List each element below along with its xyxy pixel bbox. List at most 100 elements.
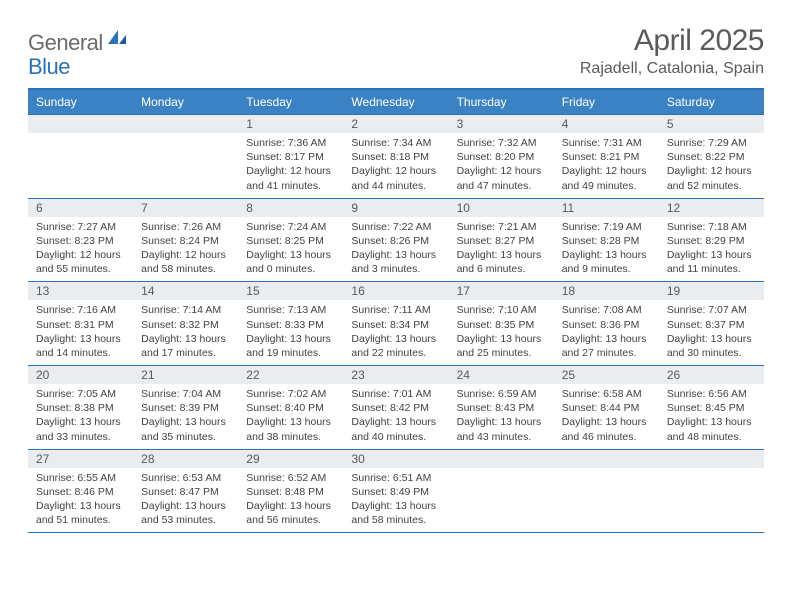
- day-cell: 30Sunrise: 6:51 AMSunset: 8:49 PMDayligh…: [343, 449, 448, 533]
- sunrise-text: Sunrise: 6:58 AM: [562, 387, 651, 401]
- daylight-text-2: and 22 minutes.: [351, 346, 440, 360]
- sunrise-text: Sunrise: 7:32 AM: [457, 136, 546, 150]
- day-body: Sunrise: 6:55 AMSunset: 8:46 PMDaylight:…: [28, 471, 133, 533]
- sunrise-text: Sunrise: 7:18 AM: [667, 220, 756, 234]
- daylight-text-2: and 43 minutes.: [457, 430, 546, 444]
- daylight-text-2: and 55 minutes.: [36, 262, 125, 276]
- day-number: 27: [28, 450, 133, 468]
- daylight-text-2: and 46 minutes.: [562, 430, 651, 444]
- day-number: 21: [133, 366, 238, 384]
- day-number: 2: [343, 115, 448, 133]
- day-number-empty: [554, 450, 659, 468]
- daylight-text-2: and 49 minutes.: [562, 179, 651, 193]
- daylight-text-1: Daylight: 13 hours: [246, 415, 335, 429]
- day-body: Sunrise: 7:13 AMSunset: 8:33 PMDaylight:…: [238, 303, 343, 365]
- dayhead-sun: Sunday: [28, 89, 133, 115]
- daylight-text-2: and 52 minutes.: [667, 179, 756, 193]
- calendar-page: General April 2025 Rajadell, Catalonia, …: [0, 0, 792, 553]
- day-number-empty: [449, 450, 554, 468]
- logo-sail-icon: [106, 28, 128, 51]
- sunset-text: Sunset: 8:31 PM: [36, 318, 125, 332]
- sunrise-text: Sunrise: 6:55 AM: [36, 471, 125, 485]
- sunset-text: Sunset: 8:24 PM: [141, 234, 230, 248]
- day-number: 12: [659, 199, 764, 217]
- day-cell: 28Sunrise: 6:53 AMSunset: 8:47 PMDayligh…: [133, 449, 238, 533]
- daylight-text-2: and 56 minutes.: [246, 513, 335, 527]
- sunrise-text: Sunrise: 7:16 AM: [36, 303, 125, 317]
- day-cell: 19Sunrise: 7:07 AMSunset: 8:37 PMDayligh…: [659, 282, 764, 366]
- day-number: 3: [449, 115, 554, 133]
- day-number-empty: [28, 115, 133, 133]
- day-cell: 21 Sunrise: 7:04 AMSunset: 8:39 PMDayligh…: [133, 366, 238, 450]
- sunset-text: Sunset: 8:18 PM: [351, 150, 440, 164]
- daylight-text-1: Daylight: 13 hours: [246, 499, 335, 513]
- day-body: Sunrise: 7:05 AMSunset: 8:38 PMDaylight:…: [28, 387, 133, 449]
- day-body: Sunrise: 7:22 AMSunset: 8:26 PMDaylight:…: [343, 220, 448, 282]
- daylight-text-2: and 35 minutes.: [141, 430, 230, 444]
- day-body: Sunrise: 6:51 AMSunset: 8:49 PMDaylight:…: [343, 471, 448, 533]
- day-body: Sunrise: 7:19 AMSunset: 8:28 PMDaylight:…: [554, 220, 659, 282]
- day-cell: 10Sunrise: 7:21 AMSunset: 8:27 PMDayligh…: [449, 198, 554, 282]
- daylight-text-1: Daylight: 13 hours: [351, 248, 440, 262]
- daylight-text-1: Daylight: 13 hours: [246, 248, 335, 262]
- day-number: 22: [238, 366, 343, 384]
- sunset-text: Sunset: 8:46 PM: [36, 485, 125, 499]
- daylight-text-2: and 58 minutes.: [351, 513, 440, 527]
- day-number: 1: [238, 115, 343, 133]
- day-cell: 20Sunrise: 7:05 AMSunset: 8:38 PMDayligh…: [28, 366, 133, 450]
- day-cell: 23Sunrise: 7:01 AMSunset: 8:42 PMDayligh…: [343, 366, 448, 450]
- sunrise-text: Sunrise: 7:24 AM: [246, 220, 335, 234]
- day-body: Sunrise: 7:04 AMSunset: 8:39 PMDaylight:…: [133, 387, 238, 449]
- day-body: Sunrise: 7:21 AMSunset: 8:27 PMDaylight:…: [449, 220, 554, 282]
- week-row: 13Sunrise: 7:16 AMSunset: 8:31 PMDayligh…: [28, 282, 764, 366]
- sunrise-text: Sunrise: 7:31 AM: [562, 136, 651, 150]
- daylight-text-1: Daylight: 13 hours: [457, 415, 546, 429]
- day-number: 19: [659, 282, 764, 300]
- day-number: 16: [343, 282, 448, 300]
- day-cell: 7Sunrise: 7:26 AMSunset: 8:24 PMDaylight…: [133, 198, 238, 282]
- sunrise-text: Sunrise: 7:13 AM: [246, 303, 335, 317]
- week-row: 27Sunrise: 6:55 AMSunset: 8:46 PMDayligh…: [28, 449, 764, 533]
- day-cell: 26Sunrise: 6:56 AMSunset: 8:45 PMDayligh…: [659, 366, 764, 450]
- daylight-text-1: Daylight: 13 hours: [667, 248, 756, 262]
- sunset-text: Sunset: 8:27 PM: [457, 234, 546, 248]
- day-number: 23: [343, 366, 448, 384]
- day-number: 15: [238, 282, 343, 300]
- daylight-text-2: and 58 minutes.: [141, 262, 230, 276]
- daylight-text-2: and 30 minutes.: [667, 346, 756, 360]
- daylight-text-2: and 6 minutes.: [457, 262, 546, 276]
- dayhead-thu: Thursday: [449, 89, 554, 115]
- daylight-text-1: Daylight: 12 hours: [351, 164, 440, 178]
- day-cell: 8Sunrise: 7:24 AMSunset: 8:25 PMDaylight…: [238, 198, 343, 282]
- sunset-text: Sunset: 8:49 PM: [351, 485, 440, 499]
- day-number: 11: [554, 199, 659, 217]
- daylight-text-1: Daylight: 13 hours: [246, 332, 335, 346]
- daylight-text-2: and 27 minutes.: [562, 346, 651, 360]
- day-body: Sunrise: 6:56 AMSunset: 8:45 PMDaylight:…: [659, 387, 764, 449]
- daylight-text-2: and 0 minutes.: [246, 262, 335, 276]
- day-cell: [449, 449, 554, 533]
- day-cell: [554, 449, 659, 533]
- day-body: Sunrise: 7:14 AMSunset: 8:32 PMDaylight:…: [133, 303, 238, 365]
- sunrise-text: Sunrise: 7:26 AM: [141, 220, 230, 234]
- sunset-text: Sunset: 8:23 PM: [36, 234, 125, 248]
- day-body: Sunrise: 7:34 AMSunset: 8:18 PMDaylight:…: [343, 136, 448, 198]
- dayhead-tue: Tuesday: [238, 89, 343, 115]
- daylight-text-1: Daylight: 13 hours: [667, 332, 756, 346]
- day-number: 4: [554, 115, 659, 133]
- day-body: Sunrise: 7:26 AMSunset: 8:24 PMDaylight:…: [133, 220, 238, 282]
- sunrise-text: Sunrise: 7:05 AM: [36, 387, 125, 401]
- day-body: Sunrise: 7:16 AMSunset: 8:31 PMDaylight:…: [28, 303, 133, 365]
- day-number: 17: [449, 282, 554, 300]
- week-row: 1Sunrise: 7:36 AMSunset: 8:17 PMDaylight…: [28, 115, 764, 199]
- day-number: 25: [554, 366, 659, 384]
- day-number: 6: [28, 199, 133, 217]
- sunset-text: Sunset: 8:36 PM: [562, 318, 651, 332]
- calendar-body: 1Sunrise: 7:36 AMSunset: 8:17 PMDaylight…: [28, 115, 764, 533]
- day-number: 9: [343, 199, 448, 217]
- logo: General: [28, 30, 130, 56]
- daylight-text-1: Daylight: 13 hours: [351, 415, 440, 429]
- daylight-text-2: and 17 minutes.: [141, 346, 230, 360]
- sunrise-text: Sunrise: 7:21 AM: [457, 220, 546, 234]
- daylight-text-1: Daylight: 13 hours: [562, 415, 651, 429]
